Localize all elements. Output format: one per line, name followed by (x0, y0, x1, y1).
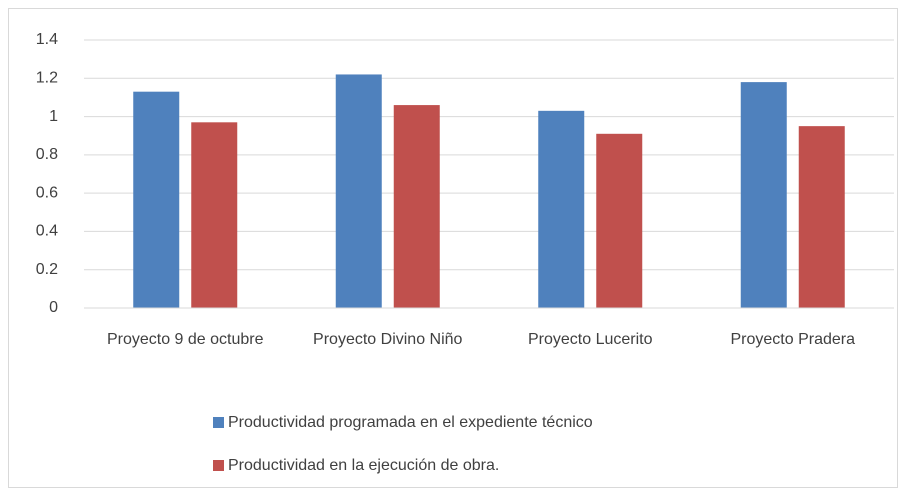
y-tick-label: 1.4 (36, 31, 58, 48)
x-tick-label: Proyecto Lucerito (528, 331, 653, 348)
y-tick-label: 1.2 (36, 70, 58, 87)
y-tick-label: 0.4 (36, 223, 58, 240)
bar (538, 110, 585, 308)
x-tick-label: Proyecto Pradera (730, 331, 855, 348)
y-tick-label: 0.8 (36, 146, 58, 163)
legend-swatch (213, 417, 224, 428)
legend-swatch (213, 460, 224, 471)
bar (133, 91, 180, 308)
y-tick-label: 0.2 (36, 261, 58, 278)
bar (191, 122, 238, 308)
x-tick-label: Proyecto 9 de octubre (107, 331, 264, 348)
y-tick-label: 0 (49, 299, 58, 316)
legend-label: Productividad programada en el expedient… (228, 414, 593, 431)
y-tick-label: 0.6 (36, 184, 58, 201)
bar (393, 105, 440, 308)
bar (596, 133, 643, 308)
legend-label: Productividad en la ejecución de obra. (228, 457, 499, 474)
x-tick-label: Proyecto Divino Niño (313, 331, 463, 348)
bar (740, 82, 787, 308)
y-tick-label: 1 (49, 108, 58, 125)
bar (798, 126, 845, 309)
bar (335, 74, 382, 308)
